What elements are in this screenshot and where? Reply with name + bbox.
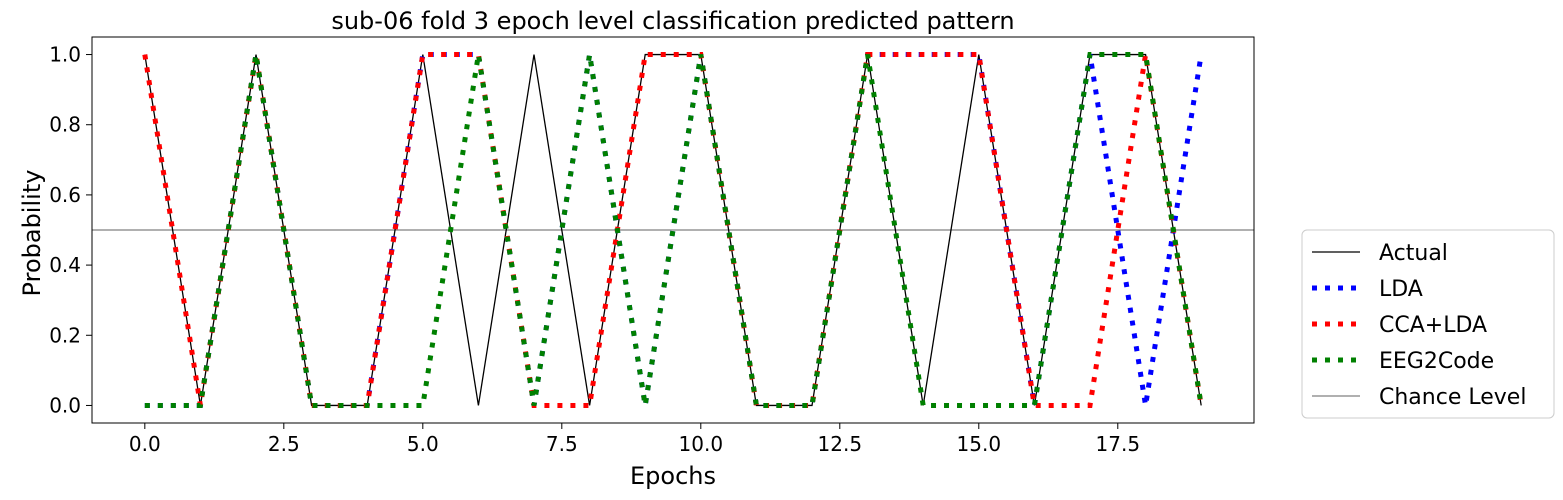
x-tick-label: 5.0 xyxy=(407,432,439,456)
x-axis-title: Epochs xyxy=(630,462,716,490)
chart-title: sub-06 fold 3 epoch level classification… xyxy=(331,7,1014,35)
y-tick-label: 0.0 xyxy=(49,393,81,417)
axes-frame xyxy=(91,36,1255,424)
x-tick-label: 10.0 xyxy=(679,432,724,456)
x-tick-label: 2.5 xyxy=(268,432,300,456)
x-tick-label: 15.0 xyxy=(957,432,1002,456)
series-line-eeg2code xyxy=(144,52,1204,408)
legend: Actual LDA CCA+LDA EEG2Code Chance Level xyxy=(1301,229,1555,419)
legend-label-cca-lda: CCA+LDA xyxy=(1379,313,1487,338)
plot-area: 0.0 2.5 5.0 7.5 10.0 12.5 15.0 17.5 0.0 0.2 0.4 0.6… xyxy=(49,36,1255,456)
legend-label-lda: LDA xyxy=(1379,277,1423,302)
y-tick-label: 1.0 xyxy=(49,43,81,67)
series-line-cca-lda xyxy=(142,52,1204,408)
y-tick-label: 0.2 xyxy=(49,323,81,347)
x-tick-label: 12.5 xyxy=(818,432,863,456)
legend-label-chance-level: Chance Level xyxy=(1379,385,1526,410)
x-tick-label: 17.5 xyxy=(1096,432,1141,456)
legend-label-actual: Actual xyxy=(1379,241,1448,266)
legend-label-eeg2code: EEG2Code xyxy=(1379,349,1494,374)
y-tick-label: 0.4 xyxy=(49,253,81,277)
y-tick-label: 0.6 xyxy=(49,183,81,207)
legend-box xyxy=(1301,229,1555,419)
y-axis-title: Probability xyxy=(18,170,46,297)
x-tick-label: 7.5 xyxy=(546,432,578,456)
x-tick-label: 0.0 xyxy=(129,432,161,456)
y-tick-label: 0.8 xyxy=(49,113,81,137)
